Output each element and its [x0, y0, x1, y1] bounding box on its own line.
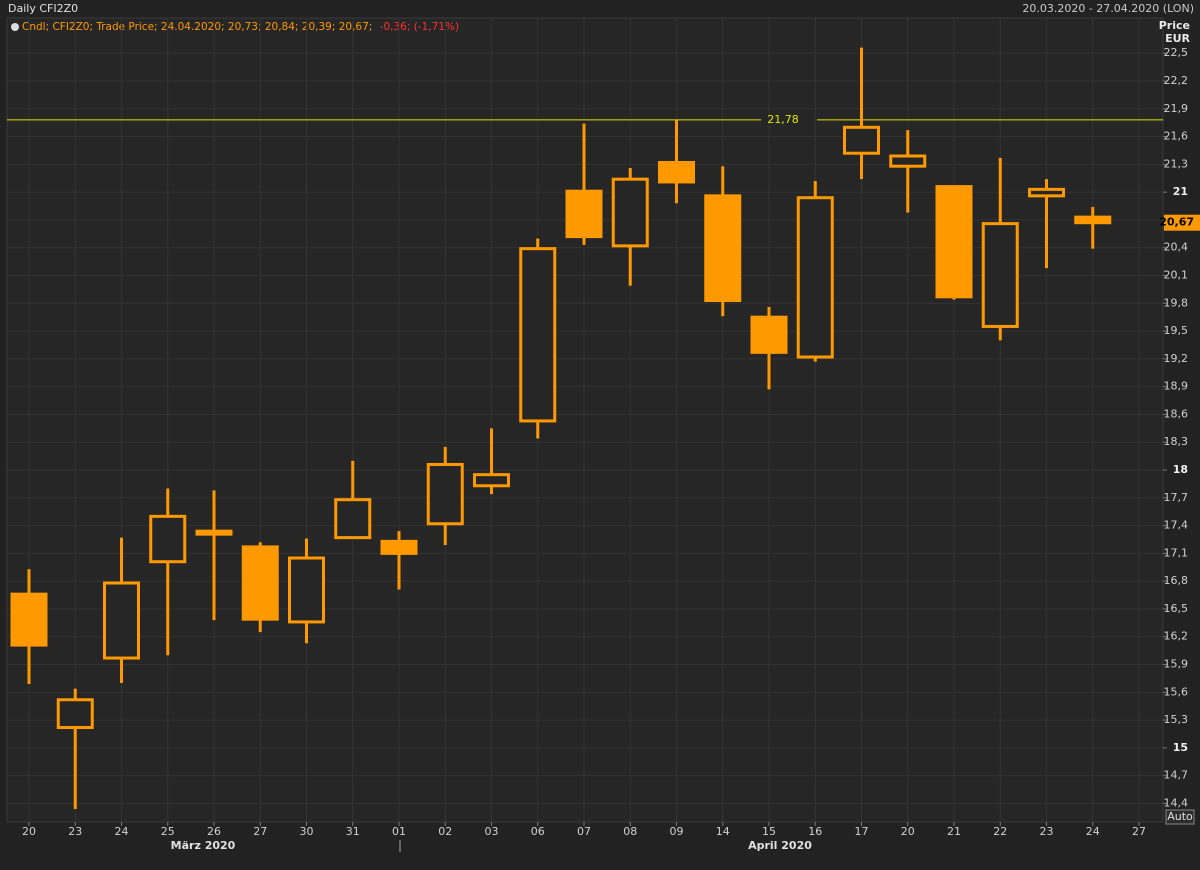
x-tick-label: 02 [438, 825, 452, 838]
candle-body [796, 196, 834, 359]
candle-body [334, 498, 372, 540]
y-axis-label: Price [1159, 19, 1190, 32]
chart-title: Daily CFI2Z0 [8, 2, 78, 15]
y-tick-label: 16,5 [1164, 602, 1189, 615]
x-tick-label: 20 [22, 825, 36, 838]
date-range: 20.03.2020 - 27.04.2020 (LON) [1022, 2, 1194, 15]
y-tick-label: 18,3 [1164, 435, 1189, 448]
legend-line: Cndl; CFI2Z0; Trade Price; 24.04.2020; 2… [22, 21, 459, 33]
x-tick-label: 21 [947, 825, 961, 838]
x-tick-label: 26 [207, 825, 221, 838]
last-price-label: 20,67 [1159, 216, 1194, 229]
y-tick-label: 21,9 [1164, 102, 1189, 115]
x-tick-label: 07 [577, 825, 591, 838]
candle-body [935, 185, 973, 299]
auto-button-label[interactable]: Auto [1167, 810, 1193, 823]
y-tick-label: 18,6 [1164, 407, 1189, 420]
month-label: April 2020 [748, 839, 812, 852]
y-tick-label: 14,4 [1164, 796, 1189, 809]
candle-body [611, 177, 649, 248]
candle-body [565, 189, 603, 239]
legend-icon [11, 23, 19, 31]
x-tick-label: 17 [855, 825, 869, 838]
x-tick-label: 08 [623, 825, 637, 838]
y-tick-label: 16,8 [1164, 574, 1189, 587]
x-tick-label: 16 [808, 825, 822, 838]
y-tick-label: 19,5 [1164, 324, 1189, 337]
x-tick-label: 23 [1040, 825, 1054, 838]
month-label: März 2020 [171, 839, 236, 852]
x-tick-label: 06 [531, 825, 545, 838]
candle-body [288, 556, 325, 624]
candle-body [704, 194, 742, 303]
x-tick-label: 30 [300, 825, 314, 838]
candle-body [473, 473, 510, 488]
x-tick-label: 23 [68, 825, 82, 838]
y-axis-unit: EUR [1165, 32, 1190, 45]
candle-body [103, 581, 140, 660]
y-tick-label: 15 [1173, 741, 1188, 754]
x-tick-label: 09 [670, 825, 684, 838]
y-tick-label: 17,1 [1164, 546, 1189, 559]
candle-body [889, 154, 927, 168]
y-tick-label: 18 [1173, 463, 1188, 476]
candle-body [750, 315, 788, 354]
legend-text: Cndl; CFI2Z0; Trade Price; 24.04.2020; 2… [22, 21, 372, 33]
y-tick-label: 18,9 [1164, 380, 1189, 393]
x-tick-label: 15 [762, 825, 776, 838]
x-tick-label: 14 [716, 825, 730, 838]
x-tick-label: 03 [485, 825, 499, 838]
candle-body [195, 529, 233, 536]
candle-body [843, 125, 880, 155]
auto-button[interactable] [1165, 809, 1195, 825]
y-tick-label: 14,7 [1164, 769, 1189, 782]
y-tick-label: 21 [1173, 185, 1188, 198]
y-tick-label: 20,1 [1164, 269, 1189, 282]
candle-body [426, 462, 464, 526]
y-tick-label: 15,3 [1164, 713, 1189, 726]
candle-body [658, 160, 695, 184]
x-tick-label: 24 [1086, 825, 1100, 838]
y-tick-label: 22,5 [1164, 46, 1189, 59]
x-tick-label: 01 [392, 825, 406, 838]
candle-body [241, 545, 279, 621]
last-price-box [1164, 214, 1200, 231]
candle-body [380, 539, 418, 555]
x-tick-label: 31 [346, 825, 360, 838]
reference-label: 21,78 [767, 113, 799, 126]
candle-body [1028, 187, 1065, 198]
y-tick-label: 22,2 [1164, 74, 1189, 87]
candle-body [981, 222, 1019, 328]
x-tick-label: 22 [993, 825, 1007, 838]
y-tick-label: 19,8 [1164, 296, 1189, 309]
x-tick-label: 24 [115, 825, 129, 838]
y-tick-label: 21,3 [1164, 157, 1189, 170]
y-tick-label: 15,9 [1164, 658, 1189, 671]
candle-body [149, 514, 187, 564]
x-tick-label: 25 [161, 825, 175, 838]
y-tick-label: 21,6 [1164, 130, 1189, 143]
candle-body [1074, 215, 1112, 225]
y-tick-label: 16,2 [1164, 630, 1189, 643]
candle-body [56, 698, 94, 730]
candle-body [10, 592, 48, 647]
y-tick-label: 17,4 [1164, 519, 1189, 532]
candle-body [519, 247, 557, 423]
y-tick-label: 19,2 [1164, 352, 1189, 365]
x-tick-label: 20 [901, 825, 915, 838]
legend-change: -0,36; (-1,71%) [380, 21, 459, 33]
y-tick-label: 20,4 [1164, 241, 1189, 254]
x-tick-label: 27 [253, 825, 267, 838]
y-tick-label: 15,6 [1164, 685, 1189, 698]
x-tick-label: 27 [1132, 825, 1146, 838]
y-tick-label: 17,7 [1164, 491, 1189, 504]
